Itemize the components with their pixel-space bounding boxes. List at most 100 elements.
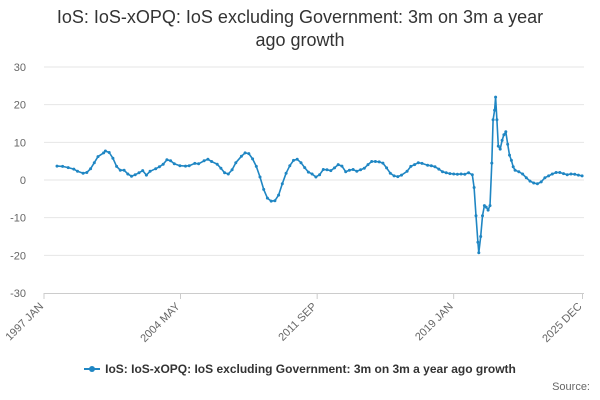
data-point[interactable] xyxy=(133,173,137,177)
data-point[interactable] xyxy=(496,144,500,148)
data-point[interactable] xyxy=(539,180,543,184)
data-point[interactable] xyxy=(377,160,381,164)
data-point[interactable] xyxy=(493,108,497,112)
data-point[interactable] xyxy=(494,95,498,99)
data-point[interactable] xyxy=(388,171,392,175)
data-point[interactable] xyxy=(265,196,269,200)
data-point[interactable] xyxy=(504,130,508,134)
data-point[interactable] xyxy=(76,169,79,173)
data-point[interactable] xyxy=(396,175,400,179)
data-point[interactable] xyxy=(405,169,409,173)
data-point[interactable] xyxy=(193,161,197,165)
data-point[interactable] xyxy=(373,160,377,163)
data-point[interactable] xyxy=(474,214,478,218)
data-point[interactable] xyxy=(141,169,145,173)
data-point[interactable] xyxy=(107,151,111,154)
data-point[interactable] xyxy=(130,174,133,178)
data-point[interactable] xyxy=(92,161,96,165)
data-point[interactable] xyxy=(251,157,255,161)
data-point[interactable] xyxy=(509,158,513,162)
data-point[interactable] xyxy=(165,158,169,162)
data-point[interactable] xyxy=(325,168,329,172)
data-point[interactable] xyxy=(511,165,515,169)
data-point[interactable] xyxy=(118,168,122,172)
data-point[interactable] xyxy=(184,164,187,168)
data-point[interactable] xyxy=(580,174,584,178)
data-point[interactable] xyxy=(269,199,273,203)
data-point[interactable] xyxy=(115,164,119,168)
data-point[interactable] xyxy=(202,159,206,163)
data-point[interactable] xyxy=(223,171,227,175)
data-point[interactable] xyxy=(157,165,161,169)
data-point[interactable] xyxy=(508,153,511,157)
data-point[interactable] xyxy=(576,173,580,177)
data-point[interactable] xyxy=(277,193,281,197)
data-point[interactable] xyxy=(476,240,480,244)
data-point[interactable] xyxy=(486,208,490,212)
data-point[interactable] xyxy=(61,164,65,168)
data-point[interactable] xyxy=(426,163,430,167)
data-point[interactable] xyxy=(66,166,70,170)
data-point[interactable] xyxy=(344,170,348,174)
data-point[interactable] xyxy=(513,168,517,172)
data-point[interactable] xyxy=(169,159,173,163)
data-point[interactable] xyxy=(400,173,403,177)
data-point[interactable] xyxy=(102,151,106,155)
data-point[interactable] xyxy=(488,204,492,208)
data-point[interactable] xyxy=(498,147,502,151)
data-point[interactable] xyxy=(409,164,413,168)
data-point[interactable] xyxy=(481,214,484,218)
data-point[interactable] xyxy=(517,170,521,174)
data-point[interactable] xyxy=(321,168,325,171)
data-point[interactable] xyxy=(284,171,288,175)
data-point[interactable] xyxy=(210,160,214,163)
data-point[interactable] xyxy=(292,158,295,162)
data-point[interactable] xyxy=(258,175,262,179)
data-point[interactable] xyxy=(420,161,424,165)
data-point[interactable] xyxy=(172,162,176,166)
data-point[interactable] xyxy=(351,168,355,171)
data-point[interactable] xyxy=(262,187,266,191)
data-point[interactable] xyxy=(359,168,363,172)
data-point[interactable] xyxy=(96,155,100,159)
data-point[interactable] xyxy=(385,166,389,170)
data-point[interactable] xyxy=(273,199,277,203)
data-point[interactable] xyxy=(226,172,230,176)
data-point[interactable] xyxy=(254,164,258,168)
data-point[interactable] xyxy=(455,172,459,176)
data-point[interactable] xyxy=(550,172,554,176)
data-point[interactable] xyxy=(472,186,476,189)
data-point[interactable] xyxy=(463,172,467,176)
data-point[interactable] xyxy=(543,176,547,180)
data-point[interactable] xyxy=(247,152,251,156)
data-point[interactable] xyxy=(137,171,141,175)
data-point[interactable] xyxy=(215,162,219,166)
data-point[interactable] xyxy=(295,157,299,161)
data-point[interactable] xyxy=(558,171,562,174)
data-point[interactable] xyxy=(329,169,333,173)
data-point[interactable] xyxy=(243,151,247,155)
data-point[interactable] xyxy=(318,173,322,177)
data-point[interactable] xyxy=(491,118,495,122)
data-point[interactable] xyxy=(500,138,504,142)
data-point[interactable] xyxy=(528,179,532,183)
data-point[interactable] xyxy=(111,156,115,160)
data-point[interactable] xyxy=(479,235,483,238)
data-point[interactable] xyxy=(122,168,126,172)
data-point[interactable] xyxy=(234,161,238,165)
data-point[interactable] xyxy=(535,182,539,186)
data-point[interactable] xyxy=(85,171,89,174)
data-point[interactable] xyxy=(219,166,223,170)
data-point[interactable] xyxy=(299,161,303,165)
data-point[interactable] xyxy=(366,163,370,167)
data-point[interactable] xyxy=(187,164,191,168)
data-point[interactable] xyxy=(126,172,130,176)
data-point[interactable] xyxy=(521,172,525,176)
data-point[interactable] xyxy=(288,164,292,168)
data-point[interactable] xyxy=(441,170,444,174)
data-point[interactable] xyxy=(437,167,441,171)
data-point[interactable] xyxy=(355,169,359,173)
data-point[interactable] xyxy=(381,161,385,165)
data-point[interactable] xyxy=(178,164,182,168)
data-point[interactable] xyxy=(333,166,336,170)
